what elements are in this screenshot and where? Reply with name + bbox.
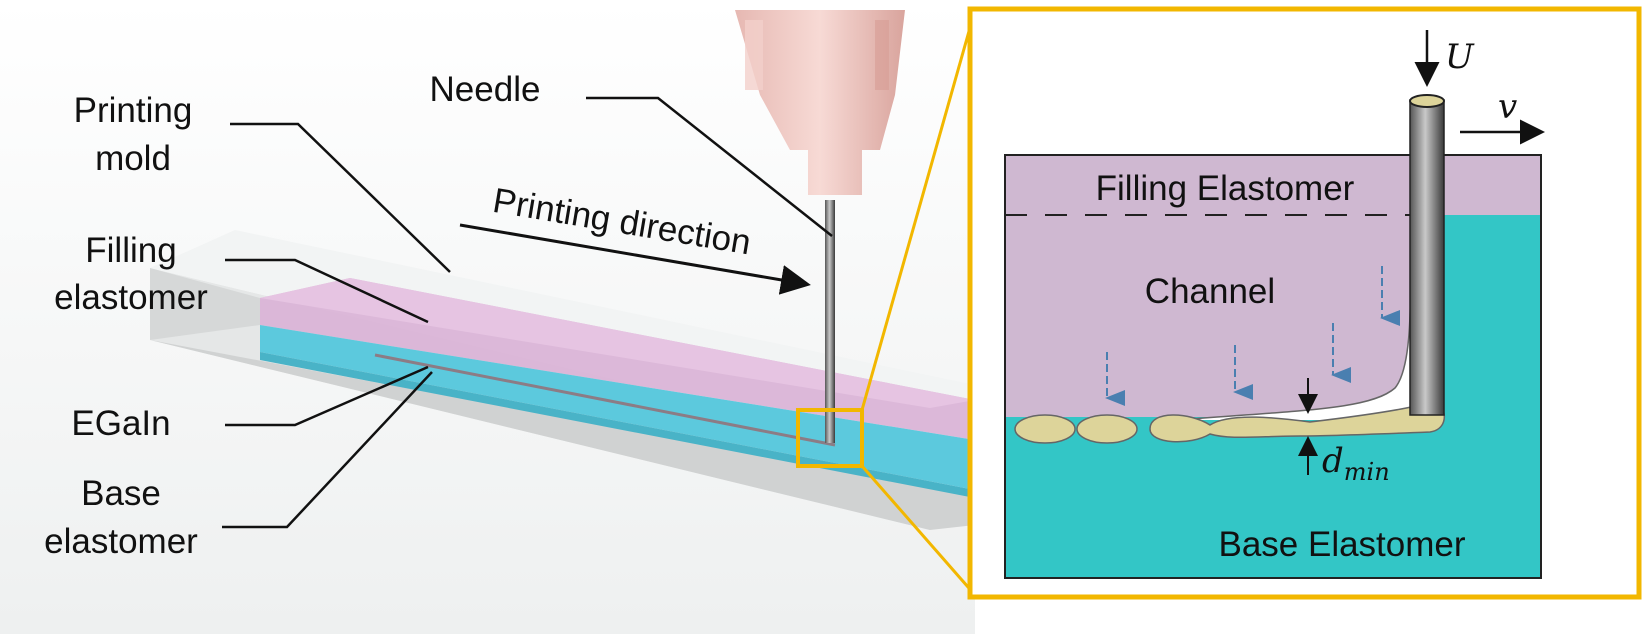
label-base-elastomer-2: elastomer <box>44 522 198 561</box>
leader-needle <box>586 96 833 237</box>
zoom-label-filling-elastomer: Filling Elastomer <box>1096 169 1355 208</box>
label-egain: EGaIn <box>71 404 170 443</box>
left-panel: Printing mold Filling elastomer EGaIn Ba… <box>0 0 977 634</box>
zoom-base-region <box>1005 417 1541 578</box>
egain-trace <box>374 353 836 447</box>
zoom-region-box <box>796 408 864 468</box>
zoom-connector-top <box>860 9 977 411</box>
egain-droplet-2 <box>1076 414 1138 444</box>
label-printing-mold-2: mold <box>95 139 171 178</box>
zoom-panel: U v dmin Filling Elastomer Channel Base … <box>967 6 1642 600</box>
needle <box>735 10 905 443</box>
label-printing-mold-1: Printing <box>74 91 193 130</box>
leader-filling-elastomer <box>225 258 429 324</box>
pressure-arrows <box>1105 266 1400 406</box>
channel-cavity <box>1180 250 1411 420</box>
leader-printing-mold <box>230 122 451 273</box>
zoom-connector-bottom <box>860 465 977 596</box>
egain-stream <box>1149 404 1446 443</box>
egain-droplet-1 <box>1014 414 1076 444</box>
zoom-label-channel: Channel <box>1145 272 1275 311</box>
leader-lines <box>222 96 833 529</box>
egain-droplets <box>1014 404 1446 444</box>
zoom-content-border <box>1004 154 1542 579</box>
zoom-label-base-elastomer: Base Elastomer <box>1218 525 1465 564</box>
label-filling-elastomer-2: elastomer <box>54 278 208 317</box>
label-filling-elastomer-1: Filling <box>85 231 176 270</box>
label-base-elastomer-1: Base <box>81 474 161 513</box>
needle-tip-opening <box>1409 94 1445 108</box>
velocity-v-label: v <box>1498 87 1517 127</box>
leader-base-elastomer <box>222 371 433 529</box>
leader-egain <box>225 365 429 427</box>
needle-hub <box>735 10 905 195</box>
velocity-u-label: U <box>1445 37 1475 77</box>
label-needle: Needle <box>430 70 541 109</box>
zoom-needle <box>1409 94 1445 416</box>
filling-elastomer-top <box>260 278 975 408</box>
printing-direction-arrow <box>459 223 811 295</box>
zoom-channel-base <box>1440 215 1541 420</box>
dmin-label: dmin <box>1322 441 1390 486</box>
